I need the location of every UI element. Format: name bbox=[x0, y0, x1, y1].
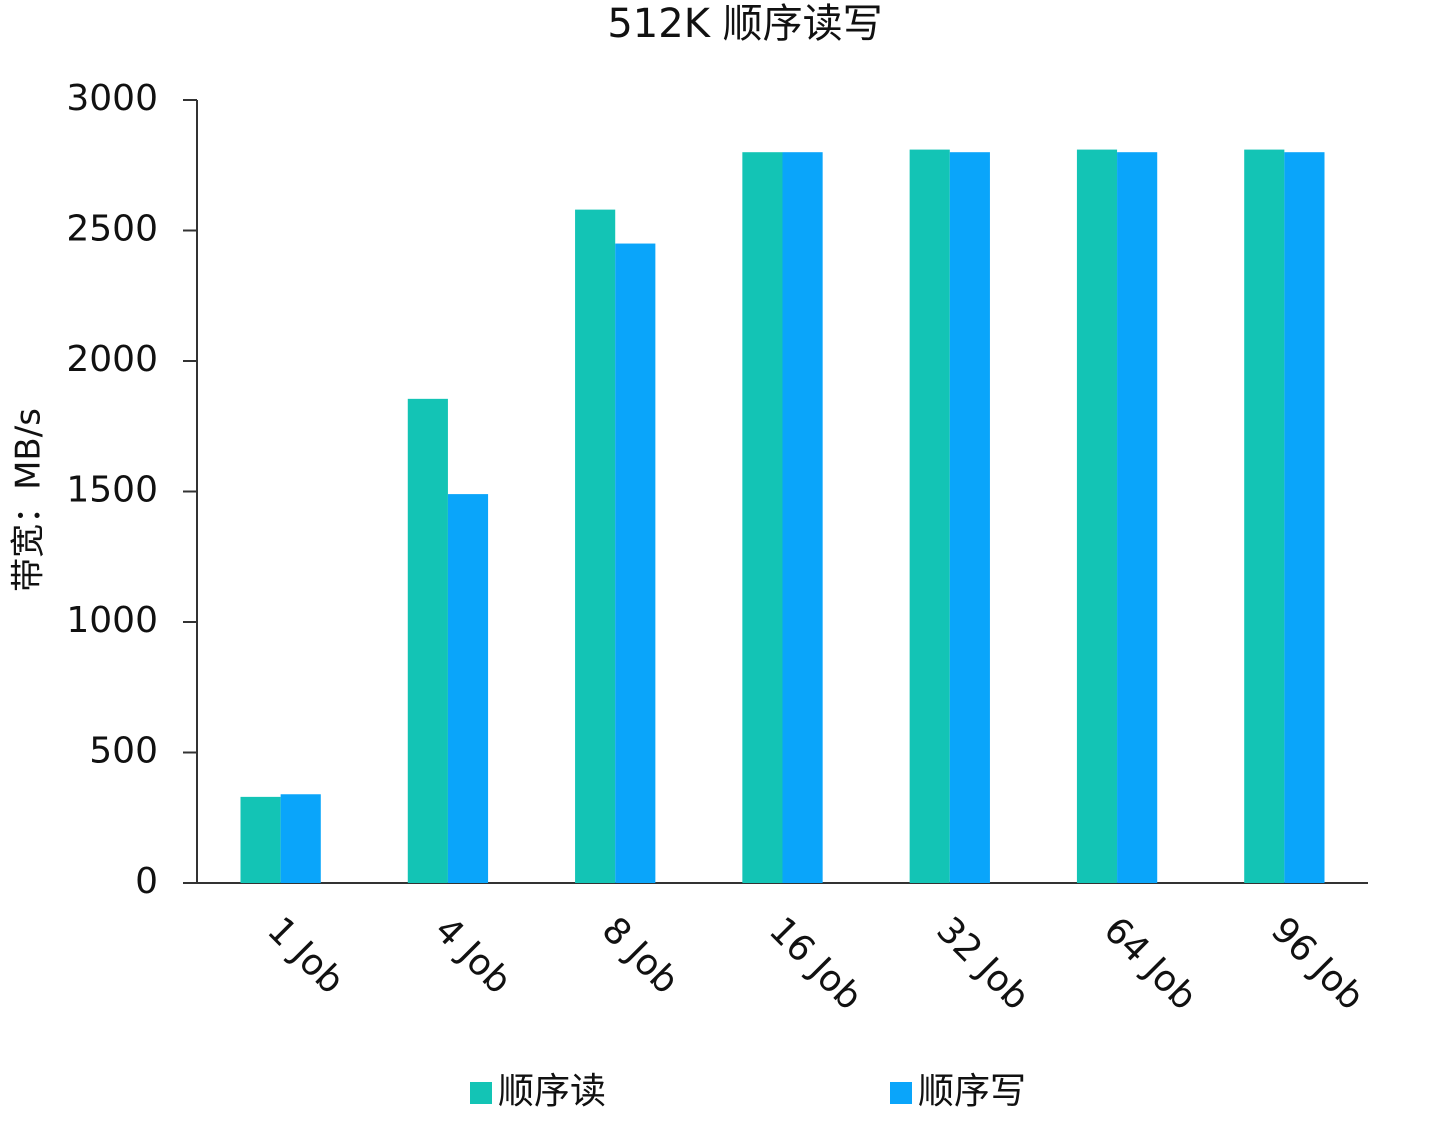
legend-swatch bbox=[890, 1082, 912, 1104]
bar bbox=[240, 796, 281, 883]
bar bbox=[742, 152, 783, 883]
legend-label: 顺序写 bbox=[918, 1071, 1026, 1112]
y-tick-label: 1500 bbox=[66, 470, 158, 511]
y-tick-label: 2000 bbox=[66, 339, 158, 380]
bar bbox=[782, 152, 823, 883]
y-tick-label: 0 bbox=[135, 861, 158, 902]
bar bbox=[1284, 152, 1325, 883]
bar bbox=[949, 152, 990, 883]
y-tick-label: 500 bbox=[89, 731, 158, 772]
y-tick-label: 1000 bbox=[66, 600, 158, 641]
y-tick-label: 2500 bbox=[66, 209, 158, 250]
bar bbox=[1076, 149, 1118, 884]
bar bbox=[575, 209, 616, 883]
legend-swatch bbox=[470, 1082, 492, 1104]
bar bbox=[909, 149, 950, 884]
y-axis-label: 带宽：MB/s bbox=[9, 408, 49, 592]
y-tick-label: 3000 bbox=[66, 78, 158, 119]
bar bbox=[1117, 152, 1158, 883]
bar bbox=[1244, 149, 1285, 884]
legend-label: 顺序读 bbox=[498, 1071, 606, 1112]
bar bbox=[280, 794, 321, 883]
bar bbox=[615, 243, 656, 884]
chart-title: 512K 顺序读写 bbox=[607, 1, 882, 47]
bar bbox=[447, 494, 489, 883]
bar bbox=[407, 398, 448, 883]
